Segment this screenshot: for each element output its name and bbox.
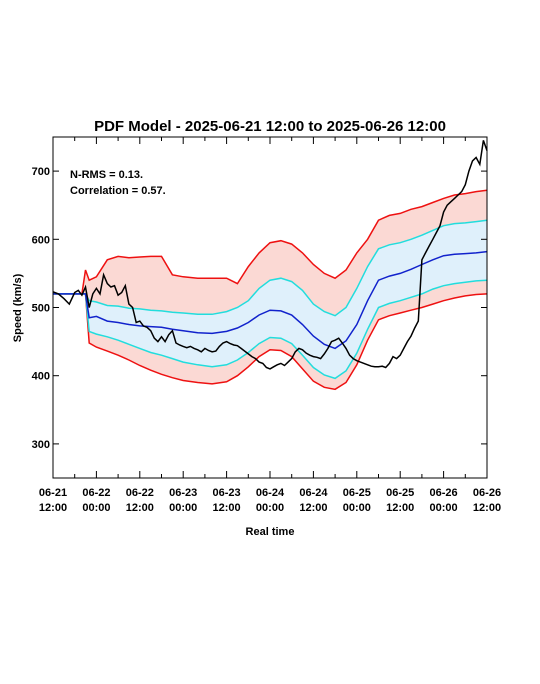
x-tick-time-label: 00:00	[343, 502, 371, 514]
x-tick-date-label: 06-25	[343, 487, 371, 499]
x-tick-time-label: 12:00	[39, 502, 67, 514]
outer-upper-line	[53, 189, 488, 295]
x-tick-time-label: 00:00	[82, 502, 110, 514]
x-tick-date-label: 06-24	[299, 487, 328, 499]
y-tick-label: 500	[32, 303, 50, 315]
y-tick-label: 400	[32, 371, 50, 383]
median-line	[53, 250, 488, 350]
x-tick-time-label: 00:00	[169, 502, 197, 514]
x-tick-date-label: 06-24	[256, 487, 285, 499]
x-axis: 06-21 12:00 06-22 00:00 06-22 12:00 06-23 00:00…	[39, 137, 501, 514]
x-tick-time-label: 12:00	[473, 502, 501, 514]
x-tick-date-label: 06-26	[473, 487, 501, 499]
x-tick-date-label: 06-23	[213, 487, 241, 499]
plot-area	[52, 140, 488, 391]
observed-speed-line	[52, 140, 488, 370]
x-tick-time-label: 00:00	[430, 502, 458, 514]
inner-percentile-band	[53, 220, 487, 379]
x-tick-date-label: 06-22	[126, 487, 154, 499]
outer-lower-line	[53, 293, 488, 391]
x-tick-date-label: 06-26	[430, 487, 458, 499]
x-tick-time-label: 12:00	[299, 502, 327, 514]
inner-lower-line	[53, 279, 488, 380]
x-axis-label: Real time	[246, 526, 295, 538]
y-axis: 300 400 500 600 700	[32, 166, 487, 451]
inner-upper-line	[53, 219, 488, 317]
y-tick-label: 600	[32, 234, 50, 246]
x-tick-date-label: 06-22	[82, 487, 110, 499]
x-tick-date-label: 06-21	[39, 487, 67, 499]
x-tick-date-label: 06-23	[169, 487, 197, 499]
x-tick-time-label: 12:00	[126, 502, 154, 514]
x-tick-time-label: 00:00	[256, 502, 284, 514]
y-tick-label: 300	[32, 439, 50, 451]
chart-title: PDF Model - 2025-06-21 12:00 to 2025-06-…	[94, 118, 446, 135]
correlation-annotation: Correlation = 0.57.	[70, 185, 166, 197]
x-tick-date-label: 06-25	[386, 487, 414, 499]
x-tick-time-label: 12:00	[386, 502, 414, 514]
nrms-annotation: N-RMS = 0.13.	[70, 169, 143, 181]
y-tick-label: 700	[32, 166, 50, 178]
y-axis-label: Speed (km/s)	[12, 273, 24, 342]
x-tick-time-label: 12:00	[213, 502, 241, 514]
